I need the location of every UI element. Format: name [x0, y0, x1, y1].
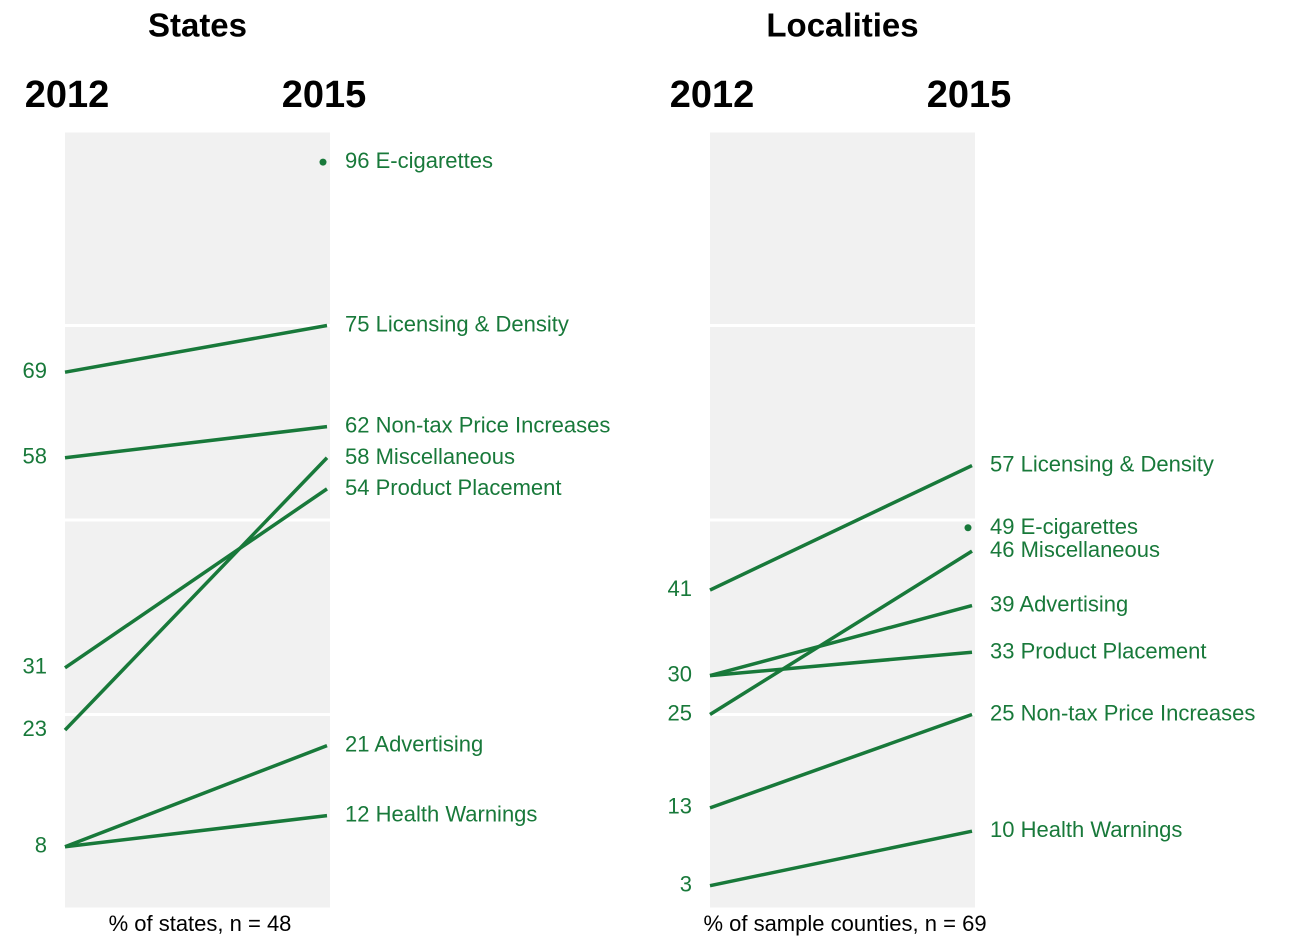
end-label: 21 Advertising [345, 731, 483, 756]
end-label: 54 Product Placement [345, 475, 561, 500]
end-value-label: 75 [345, 311, 369, 336]
start-value-label: 8 [35, 833, 47, 858]
end-label: 96 E-cigarettes [345, 148, 493, 173]
slope-line [64, 743, 328, 849]
series-name: E-cigarettes [376, 148, 493, 173]
end-value-label: 25 [990, 700, 1014, 725]
end-label: 12 Health Warnings [345, 801, 537, 826]
start-value-label: 31 [23, 654, 47, 679]
end-label: 57 Licensing & Density [990, 451, 1214, 476]
footnote: % of states, n = 48 [109, 911, 292, 936]
start-value-label: 41 [668, 576, 692, 601]
series-name: Miscellaneous [1021, 537, 1160, 562]
end-value-label: 39 [990, 591, 1014, 616]
slope-line [709, 650, 973, 678]
series-name: E-cigarettes [1021, 514, 1138, 539]
slope-line [64, 487, 328, 670]
series-name: Product Placement [1021, 638, 1207, 663]
end-label: 10 Health Warnings [990, 817, 1182, 842]
end-value-label: 57 [990, 451, 1014, 476]
series-name: Advertising [1019, 591, 1128, 616]
series-name: Licensing & Density [1021, 451, 1214, 476]
slope-line [64, 323, 328, 374]
year-label: 2015 [282, 74, 367, 116]
end-label: 33 Product Placement [990, 638, 1206, 663]
end-value-label: 58 [345, 444, 369, 469]
year-label: 2015 [927, 74, 1012, 116]
start-value-label: 13 [668, 794, 692, 819]
slope-line [709, 829, 973, 888]
end-label: 58 Miscellaneous [345, 444, 515, 469]
slope-line [709, 463, 973, 592]
slope-line [709, 549, 973, 716]
start-value-label: 23 [23, 716, 47, 741]
start-value-label: 3 [680, 871, 692, 896]
slope-line [63, 456, 329, 732]
footnote: % of sample counties, n = 69 [703, 911, 986, 936]
series-name: Advertising [374, 731, 483, 756]
slope-line [709, 603, 973, 678]
end-label: 62 Non-tax Price Increases [345, 412, 610, 437]
slope-line [64, 813, 328, 849]
end-label: 49 E-cigarettes [990, 514, 1138, 539]
slope-line [64, 424, 328, 460]
series-name: Health Warnings [376, 801, 538, 826]
end-value-label: 21 [345, 731, 369, 756]
end-value-label: 12 [345, 801, 369, 826]
end-value-label: 33 [990, 638, 1014, 663]
point [964, 524, 972, 532]
year-label: 2012 [670, 74, 755, 116]
series-name: Product Placement [376, 475, 562, 500]
end-value-label: 96 [345, 148, 369, 173]
start-value-label: 30 [668, 661, 692, 686]
end-value-label: 46 [990, 537, 1014, 562]
panel-title: States [148, 7, 247, 44]
series-name: Licensing & Density [376, 311, 569, 336]
end-label: 75 Licensing & Density [345, 311, 569, 336]
end-value-label: 10 [990, 817, 1014, 842]
start-value-label: 58 [23, 444, 47, 469]
slope-line [709, 712, 973, 810]
series-name: Miscellaneous [376, 444, 515, 469]
end-value-label: 54 [345, 475, 369, 500]
start-value-label: 25 [668, 700, 692, 725]
end-label: 39 Advertising [990, 591, 1128, 616]
series-name: Non-tax Price Increases [376, 412, 611, 437]
point [319, 158, 327, 166]
end-label: 46 Miscellaneous [990, 537, 1160, 562]
series-name: Health Warnings [1021, 817, 1183, 842]
series-name: Non-tax Price Increases [1021, 700, 1256, 725]
panel-title: Localities [766, 7, 918, 44]
end-label: 25 Non-tax Price Increases [990, 700, 1255, 725]
end-value-label: 62 [345, 412, 369, 437]
start-value-label: 69 [23, 358, 47, 383]
year-label: 2012 [25, 74, 110, 116]
end-value-label: 49 [990, 514, 1014, 539]
